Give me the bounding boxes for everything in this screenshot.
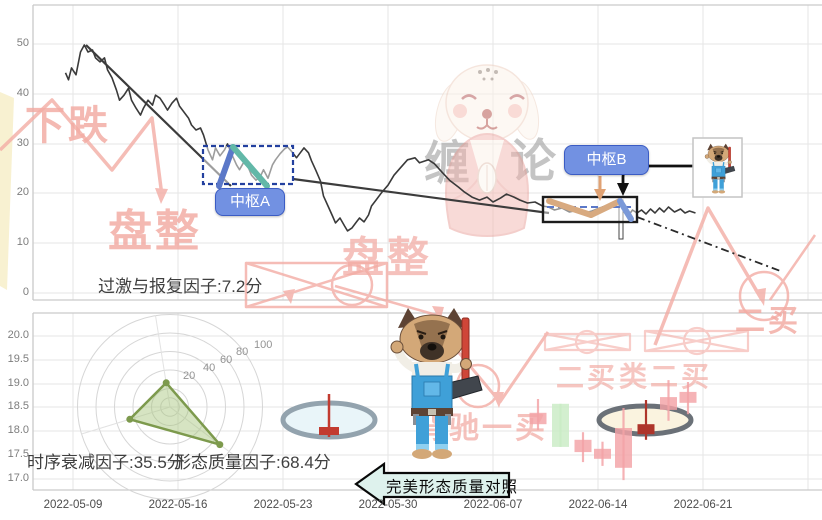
- bottom-y-tick: 18.0: [7, 424, 29, 436]
- top-y-tick: 50: [16, 37, 29, 49]
- watermark-logo-char-left: 缠: [424, 137, 470, 189]
- x-axis-date: 2022-05-09: [43, 499, 103, 511]
- radar-ring: [95, 332, 245, 482]
- trendlines: [85, 44, 550, 215]
- top-y-tick: 10: [16, 236, 29, 248]
- candle-body: [529, 412, 547, 425]
- pivot-box-b: [541, 195, 639, 240]
- top-y-tick: 30: [16, 137, 29, 149]
- radar-ring: [114, 351, 226, 463]
- quality-factor-text: 形态质量因子:68.4分: [174, 453, 331, 472]
- price-line: [64, 44, 696, 232]
- watermark-divergence-first-buy: 背驰一买: [416, 412, 548, 445]
- decay-factor-text: 时序衰减因子:35.5分: [27, 453, 184, 472]
- yellow-watermark-strip: [0, 92, 14, 290]
- candle-body: [637, 424, 655, 435]
- pivot-box-a: [201, 144, 295, 189]
- bottom-y-tick: 18.5: [7, 400, 29, 412]
- x-axis-date: 2022-06-07: [463, 499, 523, 511]
- pivot-a-label[interactable]: 中枢A: [215, 188, 285, 216]
- radar-spoke: [155, 315, 171, 408]
- radar-spoke: [169, 406, 245, 464]
- top-y-tick: 20: [16, 186, 29, 198]
- watermark-second-buy-side: 二买: [735, 305, 801, 338]
- radar-vertex-dot: [126, 415, 134, 423]
- zen-dog-mascot: [434, 64, 540, 238]
- candle-body: [594, 448, 611, 459]
- panel-borders: [32, 4, 822, 491]
- bottom-y-tick: 20.0: [7, 329, 29, 341]
- overreaction-factor-text: 过激与报复因子:7.2分: [98, 277, 263, 296]
- dog-callout-frame: [692, 137, 743, 198]
- banner-label: 完美形态质量对照: [386, 479, 519, 496]
- radar-tick: 60: [220, 354, 233, 366]
- top-y-tick: 0: [22, 286, 29, 298]
- banner-arrow[interactable]: [354, 461, 511, 507]
- watermark-shapes: [0, 98, 817, 409]
- candle-body: [679, 391, 697, 403]
- radar-polygon: [126, 379, 224, 449]
- radar-vertex-dot: [216, 441, 224, 449]
- radar-tick: 80: [236, 346, 249, 358]
- x-axis-date: 2022-06-21: [673, 499, 733, 511]
- radar-spoke: [81, 406, 171, 435]
- watermark-second-buy: 二买: [556, 362, 619, 393]
- radar-ring: [160, 397, 180, 417]
- radar-area: [128, 381, 222, 446]
- bottom-y-tick: 17.0: [7, 472, 29, 484]
- radar-tick: 100: [254, 339, 273, 351]
- radar-rings: [77, 314, 263, 500]
- watermark-logo-char-right: 论: [510, 135, 556, 187]
- pivot-b-pointer-arrow: [594, 176, 606, 201]
- candle-body: [552, 403, 569, 447]
- projection-dashed-line: [636, 216, 784, 273]
- candlestick-series: [529, 380, 697, 481]
- bottom-y-tick: 19.5: [7, 353, 29, 365]
- top-y-tick: 40: [16, 87, 29, 99]
- radar-tick: 40: [203, 362, 216, 374]
- bottom-y-tick: 19.0: [7, 377, 29, 389]
- pivot-b-label[interactable]: 中枢B: [564, 145, 649, 175]
- candle-body: [574, 439, 592, 453]
- worker-dog-mascot: [391, 308, 482, 459]
- x-axis-date: 2022-05-16: [148, 499, 208, 511]
- highlight-ellipse-right: [596, 403, 694, 437]
- watermark-consolidation-2: 盘整: [342, 234, 433, 281]
- watermark-quasi-second-buy: 类二买: [619, 361, 713, 392]
- x-axis-date: 2022-05-23: [253, 499, 313, 511]
- candle-body: [660, 397, 677, 410]
- radar-ring: [151, 388, 189, 426]
- callout-connector-arrow: [617, 164, 694, 196]
- x-axis-date: 2022-05-30: [358, 499, 418, 511]
- radar-ring: [77, 314, 263, 500]
- bottom-y-tick: 17.5: [7, 448, 29, 460]
- radar-vertex-dot: [162, 379, 170, 387]
- radar-ring: [132, 369, 208, 445]
- candle-body: [615, 428, 632, 468]
- highlight-ellipse-left: [280, 400, 378, 440]
- gridlines: [33, 5, 822, 490]
- watermark-consolidation-1: 盘整: [108, 207, 202, 256]
- radar-tick: 20: [183, 370, 196, 382]
- watermark-downtrend: 下跌: [25, 104, 111, 148]
- reference-candle: [319, 394, 339, 437]
- price-polyline: [64, 44, 696, 232]
- flagpole: [618, 199, 624, 240]
- x-axis-date: 2022-06-14: [568, 499, 628, 511]
